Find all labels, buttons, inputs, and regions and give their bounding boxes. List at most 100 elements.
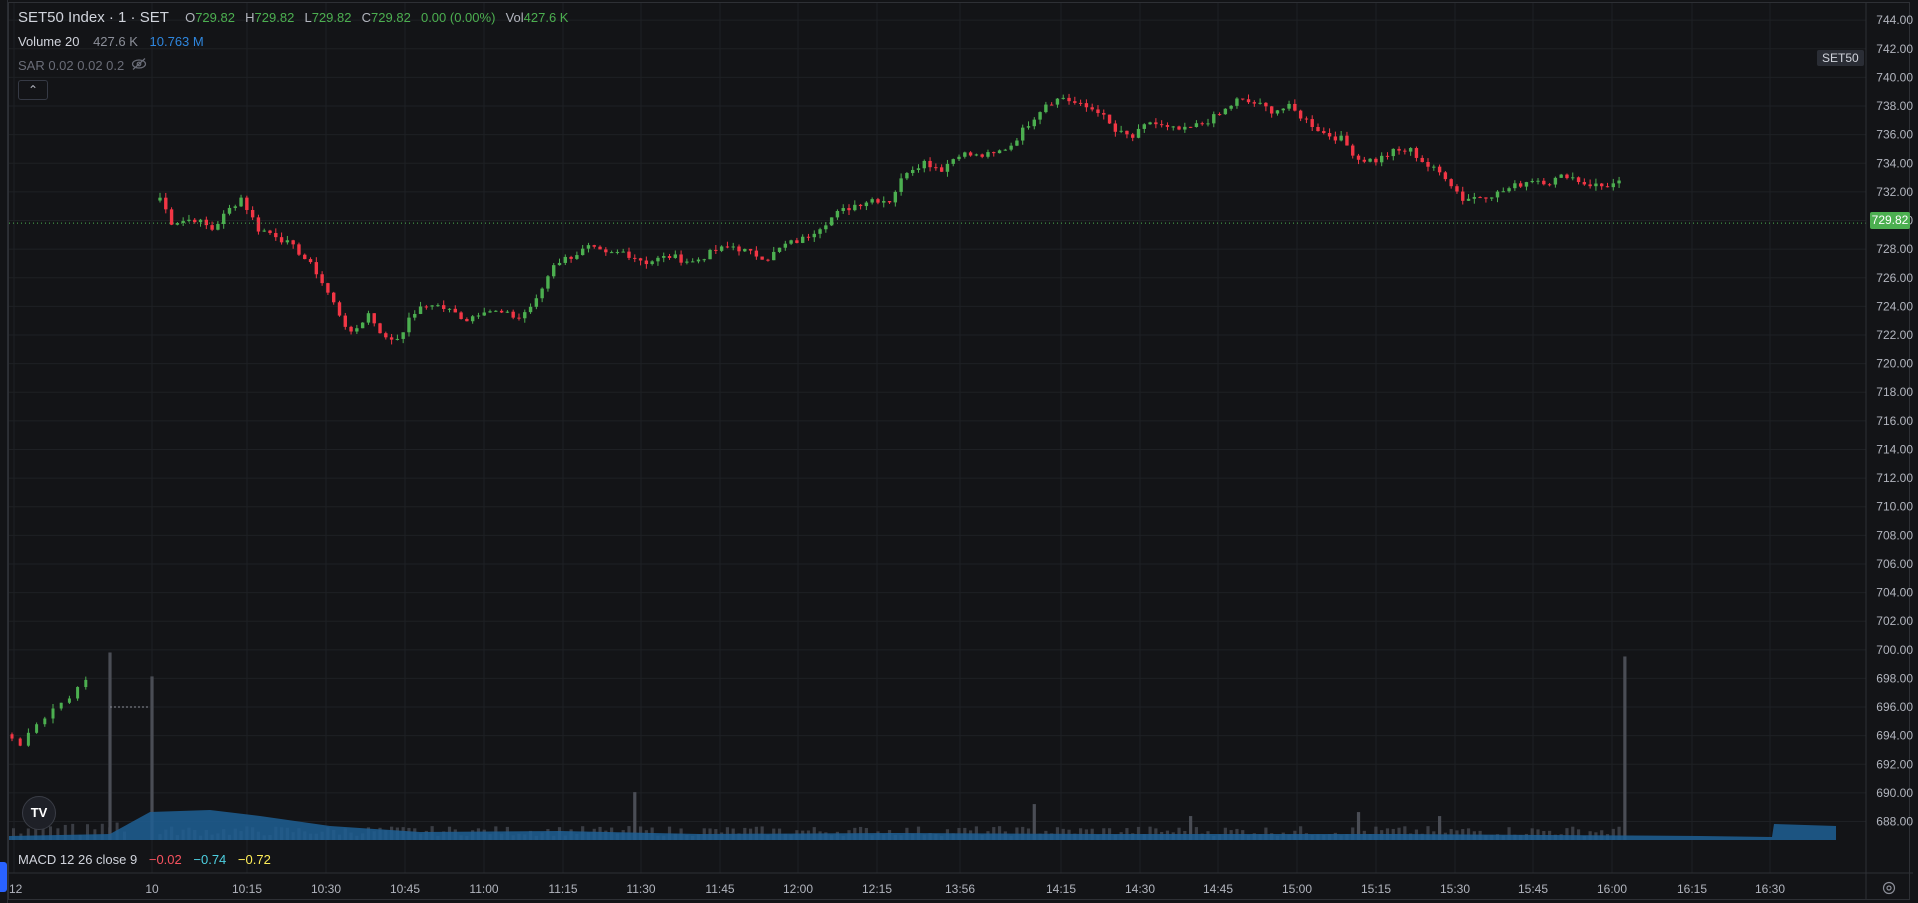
- candle-down: [627, 251, 631, 258]
- macd-histogram-value: −0.02: [148, 852, 182, 867]
- candle-up: [957, 156, 961, 160]
- candle-up: [1472, 197, 1477, 199]
- volume-study-legend[interactable]: Volume 20 427.6 K 10.763 M: [18, 34, 204, 50]
- grid-lines: [9, 3, 1866, 873]
- candle-up: [1044, 104, 1048, 113]
- candle-down: [1159, 124, 1164, 126]
- settings-gear-icon[interactable]: [1882, 881, 1896, 895]
- collapse-legend-button[interactable]: ⌃: [18, 80, 48, 100]
- time-tick-label: 12:00: [783, 882, 813, 896]
- candle-up: [1148, 122, 1152, 125]
- candle-up: [1617, 180, 1621, 184]
- candle-up: [1466, 198, 1471, 201]
- volume-bar: [997, 826, 1002, 840]
- candle-up: [546, 276, 550, 289]
- price-tick-label: 688.00: [1876, 815, 1913, 829]
- time-tick-label: 16:15: [1677, 882, 1707, 896]
- candle-up: [899, 178, 903, 192]
- low-value: 729.82: [311, 10, 352, 25]
- volume-key: Vol: [505, 10, 524, 25]
- volume-bar: [1403, 826, 1407, 840]
- candle-up: [609, 252, 614, 254]
- candle-up: [198, 219, 203, 223]
- candle-up: [615, 251, 620, 253]
- candle-down: [667, 256, 672, 258]
- candle-up: [413, 313, 417, 318]
- candle-up: [360, 322, 365, 329]
- volume-bar: [1374, 826, 1378, 840]
- close-key: C: [361, 10, 372, 25]
- candle-down: [314, 262, 319, 275]
- candle-up: [1235, 98, 1239, 106]
- price-axis[interactable]: 744.00 742.00 740.00 738.00 736.00 734.00 732.…: [1865, 3, 1913, 900]
- candle-up: [488, 311, 492, 313]
- volume-bar: [1194, 827, 1199, 840]
- price-tick-label: 706.00: [1876, 557, 1913, 571]
- candle-up: [829, 217, 834, 226]
- candle-up: [523, 312, 527, 319]
- candle-up: [1501, 191, 1505, 193]
- candle-up: [482, 312, 486, 316]
- time-tick-label: 15:15: [1361, 882, 1391, 896]
- volume-bar: [56, 828, 60, 840]
- candle-up: [505, 311, 510, 313]
- candle-down: [378, 323, 382, 334]
- candle-up: [911, 169, 915, 174]
- scroll-handle[interactable]: [0, 862, 7, 892]
- candle-down: [372, 313, 376, 324]
- candle-down: [1246, 99, 1251, 103]
- time-tick-label: 11:45: [705, 882, 734, 896]
- symbol-title[interactable]: SET50 Index · 1 · SET: [18, 9, 169, 26]
- volume-bar: [1136, 826, 1141, 840]
- candle-down: [1588, 184, 1592, 187]
- candle-down: [1600, 183, 1604, 187]
- candle-down: [210, 225, 214, 230]
- tradingview-logo[interactable]: TV: [22, 796, 56, 830]
- candle-up: [528, 306, 533, 313]
- candle-up: [743, 248, 747, 252]
- candle-down: [876, 199, 880, 203]
- candle-down: [10, 734, 14, 739]
- candle-down: [1542, 180, 1546, 185]
- price-tick-label: 718.00: [1876, 385, 1913, 399]
- volume-bar: [760, 826, 764, 840]
- candle-up: [494, 310, 498, 312]
- candle-up: [800, 236, 805, 243]
- candle-down: [1449, 179, 1453, 187]
- price-tick-label: 740.00: [1876, 70, 1913, 84]
- hidden-eye-icon[interactable]: [131, 57, 147, 71]
- price-tick-label: 734.00: [1876, 156, 1913, 170]
- price-tick-label: 744.00: [1876, 13, 1913, 27]
- volume-spike-bar: [150, 676, 154, 840]
- time-tick-label: 15:45: [1518, 882, 1548, 896]
- time-tick-label: 16:30: [1755, 882, 1785, 896]
- candle-up: [1003, 149, 1008, 151]
- candle-down: [1264, 102, 1268, 107]
- candle-up: [812, 233, 816, 238]
- macd-signal-value: −0.72: [237, 852, 271, 867]
- volume-spike-bar: [1032, 804, 1036, 840]
- time-tick-label: :12: [6, 882, 23, 896]
- volume-ma-value: 10.763 M: [149, 34, 204, 49]
- last-price-label: 729.82: [1870, 212, 1910, 229]
- sar-study-legend[interactable]: SAR 0.02 0.02 0.2: [18, 58, 124, 74]
- volume-bar: [1397, 827, 1401, 840]
- open-value: 729.82: [195, 10, 235, 25]
- volume-bar: [1264, 827, 1268, 840]
- candle-down: [598, 246, 602, 250]
- volume-bar: [1223, 827, 1227, 840]
- price-tick-label: 694.00: [1876, 729, 1913, 743]
- symbol-tag: SET50: [1817, 50, 1864, 66]
- candle-down: [1078, 102, 1083, 104]
- candle-down: [465, 318, 469, 322]
- close-value: 729.82: [371, 10, 411, 25]
- candle-down: [887, 201, 892, 203]
- candle-down: [1304, 118, 1309, 120]
- time-axis[interactable]: :12 10 10:15 10:30 10:45 11:00 11:15 11:30 11:45…: [6, 872, 1913, 896]
- volume-series: [9, 652, 1836, 840]
- macd-legend[interactable]: MACD 12 26 close 9 −0.02 −0.74 −0.72: [18, 852, 271, 868]
- macd-line-value: −0.74: [193, 852, 227, 867]
- candle-up: [540, 288, 544, 299]
- candle-down: [1322, 131, 1326, 134]
